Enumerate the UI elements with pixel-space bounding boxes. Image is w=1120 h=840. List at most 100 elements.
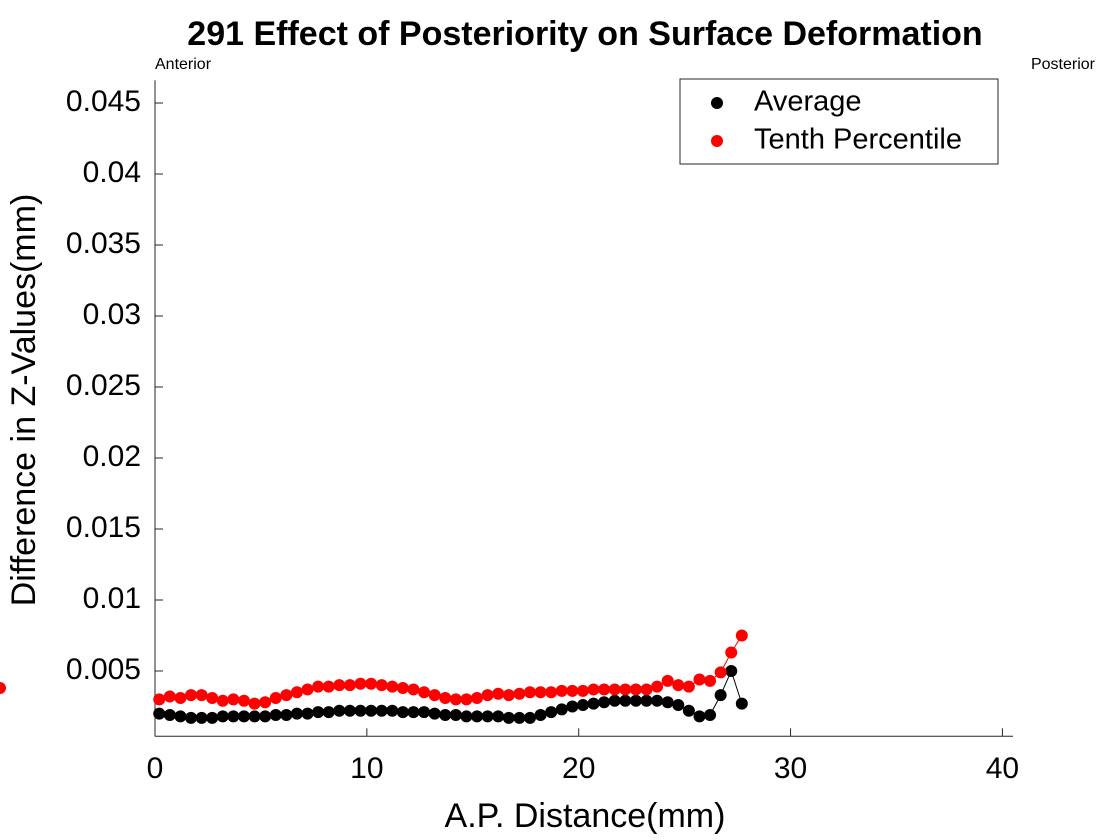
data-point <box>651 694 664 707</box>
data-point <box>725 664 738 677</box>
data-point <box>714 666 727 679</box>
data-point <box>619 694 632 707</box>
data-point <box>333 679 346 692</box>
data-point <box>174 710 187 723</box>
series-line <box>159 635 743 705</box>
data-point <box>672 679 685 692</box>
chart-title: 291 Effect of Posteriority on Surface De… <box>187 15 982 53</box>
data-point <box>354 677 367 690</box>
data-point <box>555 703 568 716</box>
data-point <box>513 711 526 724</box>
data-point <box>375 679 388 692</box>
data-point <box>301 683 314 696</box>
data-point <box>693 710 706 723</box>
data-point <box>259 710 272 723</box>
data-point <box>290 686 303 699</box>
data-point <box>661 674 674 687</box>
data-point <box>523 686 536 699</box>
data-point <box>269 709 282 722</box>
data-point <box>375 704 388 717</box>
data-point <box>481 689 494 702</box>
y-tick-label: 0.01 <box>83 582 141 615</box>
data-point <box>312 706 325 719</box>
x-tick-label: 30 <box>774 752 807 785</box>
y-tick-label: 0.02 <box>83 440 141 473</box>
data-point <box>237 710 250 723</box>
data-point <box>555 684 568 697</box>
data-point <box>439 691 452 704</box>
data-point <box>216 694 229 707</box>
annotation: Posterior <box>1031 56 1096 73</box>
data-point <box>566 684 579 697</box>
data-point <box>269 691 282 704</box>
data-point <box>640 683 653 696</box>
data-point <box>216 710 229 723</box>
legend-box <box>679 78 999 165</box>
data-point <box>513 687 526 700</box>
data-point <box>735 629 748 642</box>
data-point <box>174 691 187 704</box>
data-point <box>386 680 399 693</box>
legend-marker <box>711 97 723 109</box>
data-point <box>492 687 505 700</box>
data-point <box>322 706 335 719</box>
data-point <box>608 683 621 696</box>
data-point <box>704 674 717 687</box>
data-point <box>576 699 589 712</box>
data-point <box>449 709 462 722</box>
data-point <box>460 693 473 706</box>
data-point <box>185 711 198 724</box>
data-point <box>227 710 240 723</box>
data-point <box>576 684 589 697</box>
data-point <box>682 680 695 693</box>
data-point <box>629 694 642 707</box>
data-point <box>343 704 356 717</box>
data-point <box>471 691 484 704</box>
data-point <box>290 707 303 720</box>
data-point <box>280 689 293 702</box>
data-point <box>471 710 484 723</box>
data-point <box>704 709 717 722</box>
data-point <box>195 711 208 724</box>
data-point <box>492 710 505 723</box>
y-tick-label: 0.035 <box>66 227 141 260</box>
legend-label: Tenth Percentile <box>754 124 962 156</box>
annotation: Anterior <box>155 56 212 73</box>
data-point <box>237 694 250 707</box>
data-point <box>481 710 494 723</box>
data-point <box>439 709 452 722</box>
x-tick-label: 40 <box>986 752 1019 785</box>
data-point <box>460 710 473 723</box>
y-tick-label: 0.025 <box>66 369 141 402</box>
data-point <box>343 679 356 692</box>
y-axis-label: Difference in Z-Values(mm) <box>5 194 43 607</box>
data-point <box>502 689 515 702</box>
data-point <box>0 682 6 695</box>
data-point <box>195 689 208 702</box>
data-point <box>428 707 441 720</box>
data-point <box>386 704 399 717</box>
y-tick-label: 0.03 <box>83 298 141 331</box>
data-point <box>333 704 346 717</box>
data-point <box>587 683 600 696</box>
data-point <box>725 646 738 659</box>
data-point <box>693 673 706 686</box>
data-point <box>545 686 558 699</box>
data-point <box>354 704 367 717</box>
x-axis-label: A.P. Distance(mm) <box>445 797 726 835</box>
data-point <box>248 697 261 710</box>
data-point <box>598 696 611 709</box>
data-point <box>163 690 176 703</box>
data-point <box>301 707 314 720</box>
data-point <box>449 693 462 706</box>
x-tick-label: 10 <box>350 752 383 785</box>
data-point <box>534 709 547 722</box>
data-point <box>365 677 378 690</box>
data-point <box>153 693 166 706</box>
data-point <box>523 711 536 724</box>
legend-marker <box>711 135 723 147</box>
data-point <box>206 691 219 704</box>
data-point <box>227 693 240 706</box>
data-point <box>259 696 272 709</box>
